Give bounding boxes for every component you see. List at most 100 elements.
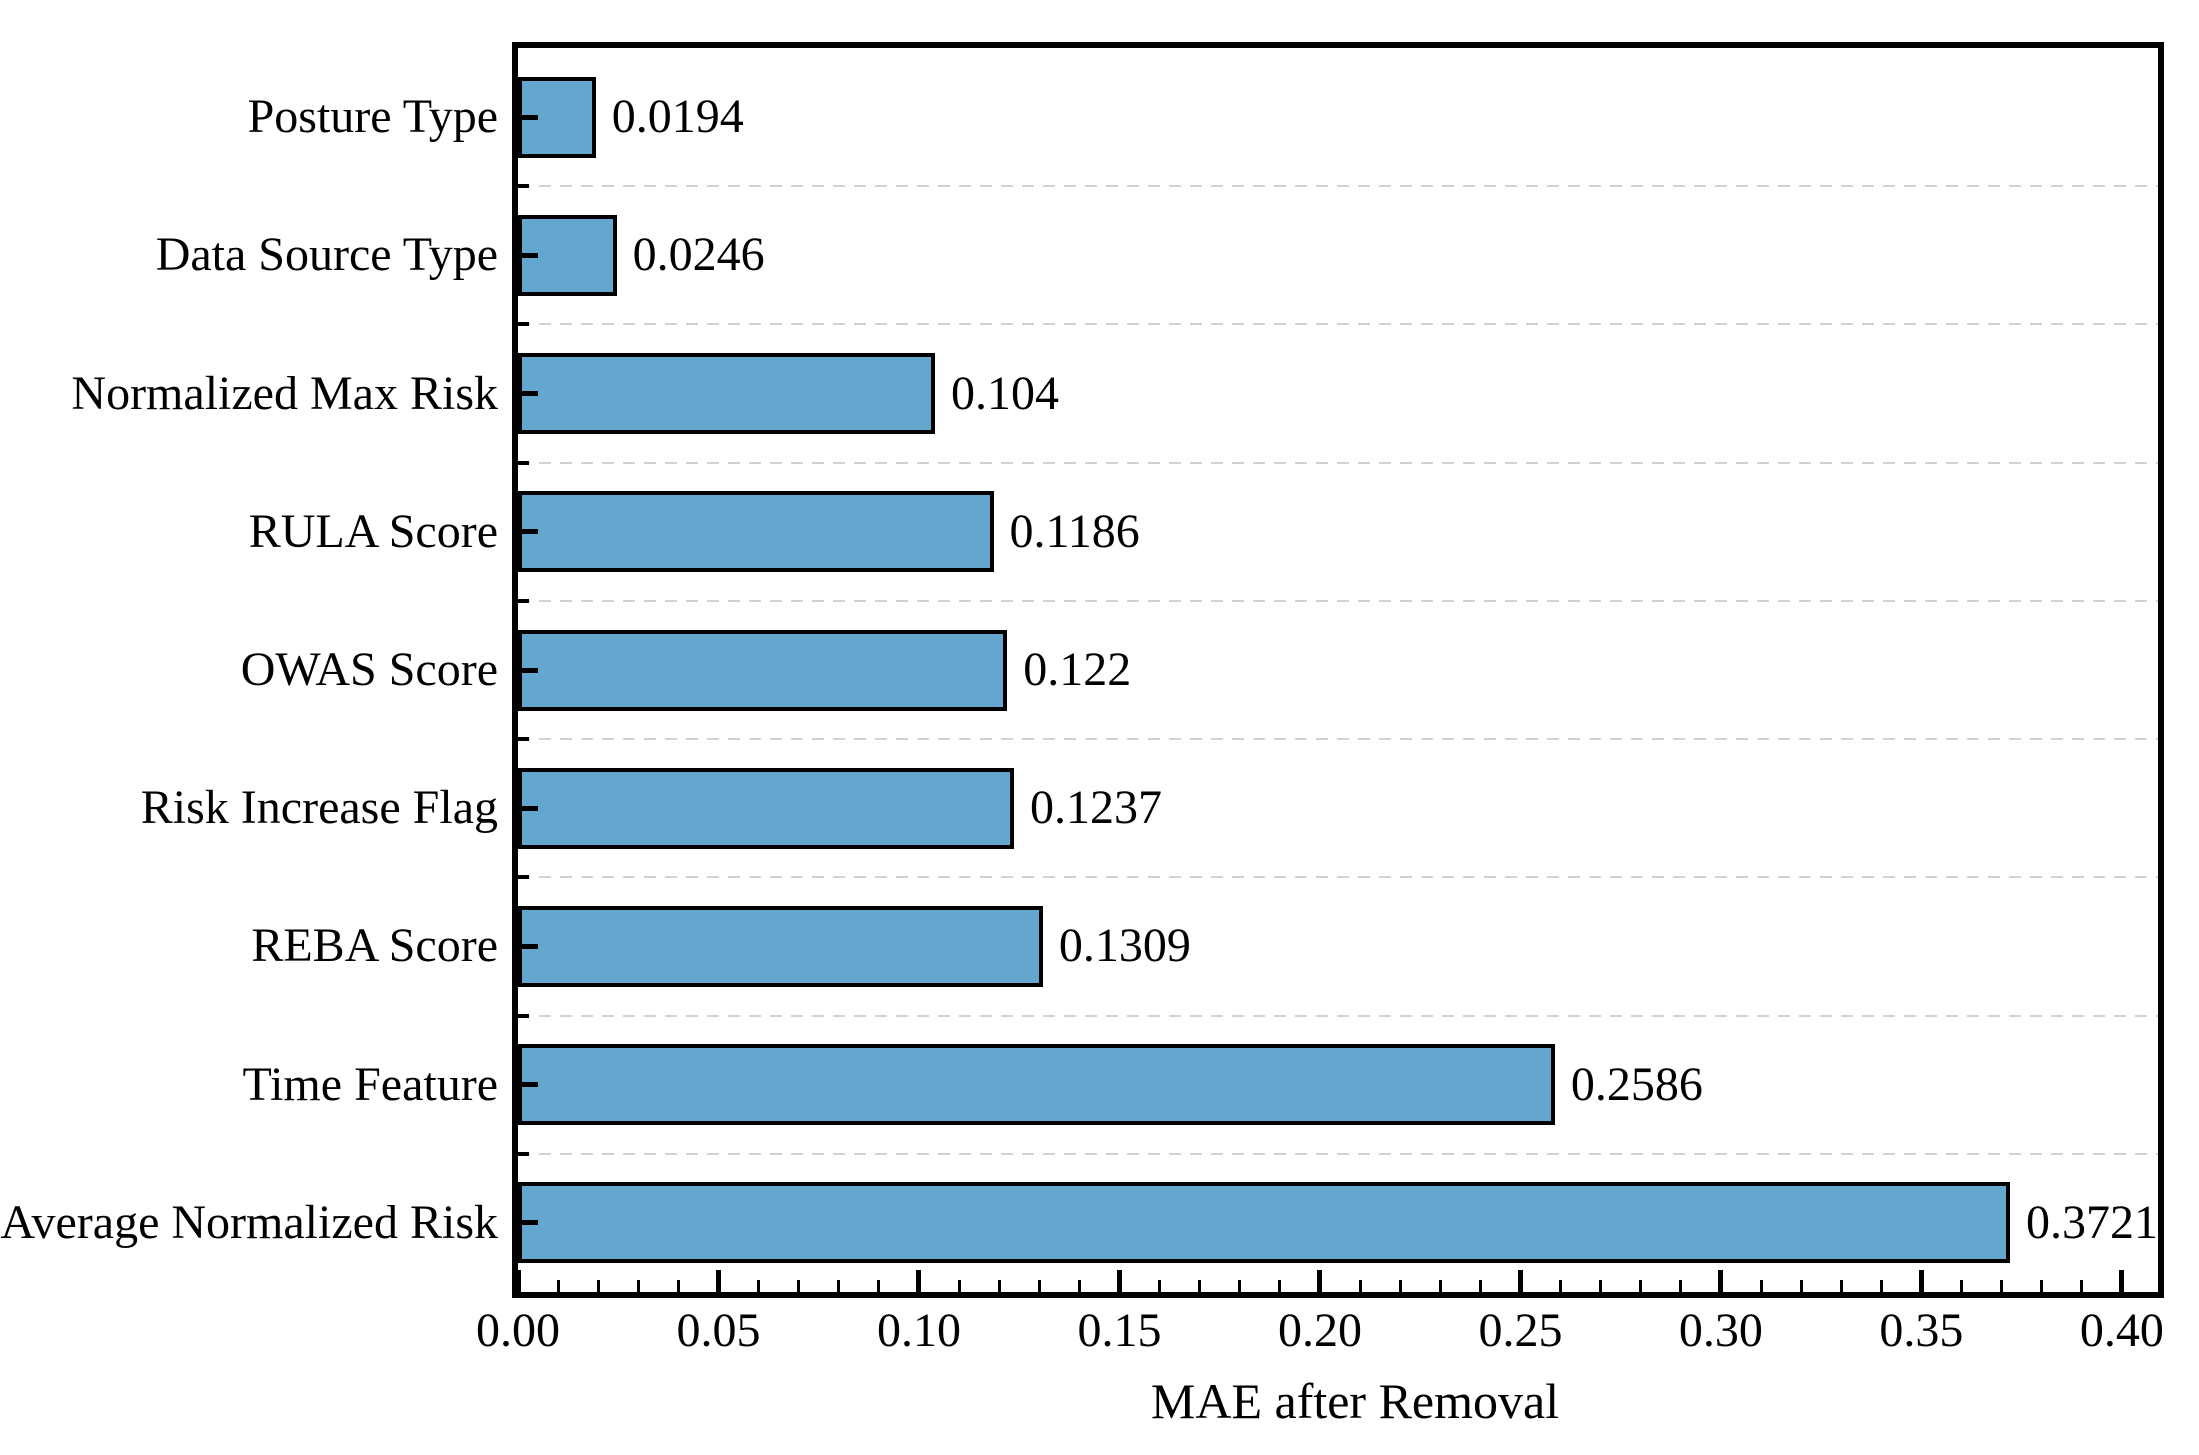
gridline xyxy=(518,461,2158,464)
x-tick-label: 0.10 xyxy=(876,1304,961,1357)
y-tick-label: Risk Increase Flag xyxy=(140,781,498,835)
bar-value-label: 0.1309 xyxy=(1058,919,1191,973)
y-axis-major-tick xyxy=(518,1220,538,1226)
y-axis-major-tick xyxy=(518,805,538,811)
x-axis-minor-tick xyxy=(1158,1280,1162,1292)
x-tick-label: 0.20 xyxy=(1277,1304,1362,1357)
y-axis-major-tick xyxy=(518,114,538,120)
x-axis-minor-tick xyxy=(2000,1280,2004,1292)
x-axis-major-tick xyxy=(515,1270,521,1292)
x-axis-minor-tick xyxy=(1759,1280,1763,1292)
gridline xyxy=(518,876,2158,879)
x-axis-major-tick xyxy=(1116,1270,1122,1292)
bar-value-label: 0.1237 xyxy=(1030,781,1162,835)
y-axis-minor-tick xyxy=(518,460,529,465)
x-axis-minor-tick xyxy=(596,1280,600,1292)
bar xyxy=(518,629,1008,711)
x-axis-minor-tick xyxy=(1438,1280,1442,1292)
y-axis-minor-tick xyxy=(518,598,529,603)
x-tick-label: 0.40 xyxy=(2079,1304,2164,1357)
y-axis-major-tick xyxy=(518,667,538,673)
x-axis-minor-tick xyxy=(1037,1280,1041,1292)
y-axis-minor-tick xyxy=(518,737,529,742)
x-axis-major-tick xyxy=(1918,1270,1924,1292)
x-axis-minor-tick xyxy=(757,1280,761,1292)
bar-value-label: 0.2586 xyxy=(1570,1057,1703,1111)
x-axis-minor-tick xyxy=(997,1280,1001,1292)
y-tick-label: OWAS Score xyxy=(240,643,498,696)
y-axis-minor-tick xyxy=(518,1151,529,1156)
x-axis-minor-tick xyxy=(1278,1280,1282,1292)
x-axis-minor-tick xyxy=(636,1280,640,1292)
gridline xyxy=(518,738,2158,741)
y-axis-minor-tick xyxy=(518,184,529,189)
bar xyxy=(518,353,936,435)
bar xyxy=(518,491,994,573)
gridline xyxy=(518,323,2158,326)
y-axis-major-tick xyxy=(518,529,538,535)
x-axis-major-tick xyxy=(715,1270,721,1292)
x-axis-minor-tick xyxy=(877,1280,881,1292)
x-axis-minor-tick xyxy=(797,1280,801,1292)
x-axis-minor-tick xyxy=(2040,1280,2044,1292)
x-tick-label: 0.00 xyxy=(476,1304,560,1357)
y-axis-major-tick xyxy=(518,252,538,258)
x-axis-major-tick xyxy=(1718,1270,1724,1292)
y-axis-minor-tick xyxy=(518,875,529,880)
x-tick-label: 0.35 xyxy=(1879,1304,1964,1357)
gridline xyxy=(518,599,2158,602)
x-axis-major-tick xyxy=(2119,1270,2125,1292)
x-axis-major-tick xyxy=(1517,1270,1523,1292)
bar xyxy=(518,767,1014,849)
gridline xyxy=(518,185,2158,188)
x-axis-minor-tick xyxy=(1639,1280,1643,1292)
x-axis-minor-tick xyxy=(1198,1280,1202,1292)
x-tick-label: 0.30 xyxy=(1678,1304,1763,1357)
gridline xyxy=(518,1014,2158,1017)
bar-value-label: 0.104 xyxy=(951,366,1060,420)
x-tick-label: 0.15 xyxy=(1077,1304,1162,1357)
bar-value-label: 0.122 xyxy=(1023,643,1132,696)
x-axis-minor-tick xyxy=(1398,1280,1402,1292)
x-axis-title: MAE after Removal xyxy=(1150,1373,1560,1429)
y-tick-label: RULA Score xyxy=(248,504,498,558)
x-axis-minor-tick xyxy=(957,1280,961,1292)
bar-value-label: 0.1186 xyxy=(1009,504,1140,558)
x-axis-minor-tick xyxy=(1839,1280,1843,1292)
y-tick-label: Normalized Max Risk xyxy=(71,366,498,420)
x-axis-minor-tick xyxy=(1238,1280,1242,1292)
x-axis-minor-tick xyxy=(1799,1280,1803,1292)
y-axis-minor-tick xyxy=(518,322,529,327)
y-tick-label: Average Normalized Risk xyxy=(0,1195,498,1249)
bar-value-label: 0.3721 xyxy=(2026,1195,2159,1249)
x-axis-minor-tick xyxy=(1679,1280,1683,1292)
x-axis-minor-tick xyxy=(1960,1280,1964,1292)
x-axis-minor-tick xyxy=(2080,1280,2084,1292)
bar xyxy=(518,1182,2011,1264)
y-tick-label: Data Source Type xyxy=(155,228,498,282)
bar xyxy=(518,1044,1555,1126)
y-axis-major-tick xyxy=(518,391,538,397)
y-axis-minor-tick xyxy=(518,1013,529,1018)
gridline xyxy=(518,1152,2158,1155)
x-tick-label: 0.05 xyxy=(676,1304,761,1357)
x-axis-minor-tick xyxy=(1879,1280,1883,1292)
y-tick-label: REBA Score xyxy=(251,919,498,973)
x-axis-major-tick xyxy=(1317,1270,1323,1292)
x-axis-minor-tick xyxy=(676,1280,680,1292)
y-axis-major-tick xyxy=(518,1082,538,1088)
bar-value-label: 0.0194 xyxy=(611,90,744,144)
x-axis-minor-tick xyxy=(837,1280,841,1292)
x-axis-major-tick xyxy=(916,1270,922,1292)
x-axis-minor-tick xyxy=(1559,1280,1563,1292)
plot-area xyxy=(512,42,2164,1298)
x-axis-minor-tick xyxy=(1077,1280,1081,1292)
y-axis-major-tick xyxy=(518,943,538,949)
x-tick-label: 0.25 xyxy=(1478,1304,1563,1357)
x-axis-minor-tick xyxy=(556,1280,560,1292)
y-tick-label: Time Feature xyxy=(242,1057,498,1111)
x-axis-minor-tick xyxy=(1478,1280,1482,1292)
bar-value-label: 0.0246 xyxy=(632,228,765,282)
x-axis-minor-tick xyxy=(1599,1280,1603,1292)
